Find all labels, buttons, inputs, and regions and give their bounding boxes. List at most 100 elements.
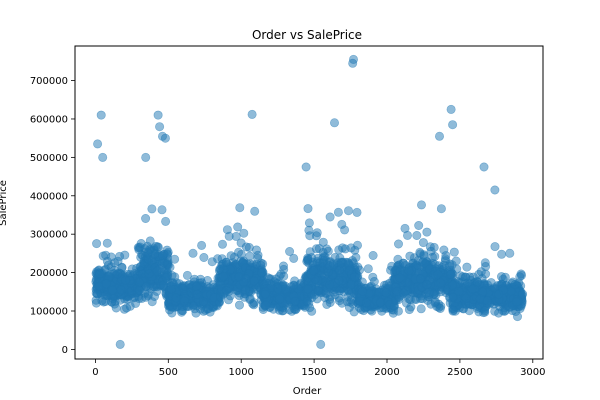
data-point	[416, 200, 426, 210]
data-point	[344, 302, 354, 312]
data-point	[461, 293, 471, 303]
y-tick-label: 200000	[30, 268, 68, 279]
data-point	[219, 271, 229, 281]
data-point	[422, 227, 432, 237]
data-point	[343, 206, 353, 216]
data-point	[117, 262, 127, 272]
data-point	[401, 298, 411, 308]
data-point	[303, 284, 313, 294]
data-point	[351, 253, 361, 263]
data-point	[418, 238, 428, 248]
data-point	[512, 312, 522, 322]
data-point	[188, 248, 198, 258]
x-tick-label: 2500	[447, 367, 472, 378]
data-point	[434, 131, 444, 141]
x-tick-label: 0	[92, 367, 98, 378]
data-point	[512, 297, 522, 307]
data-point	[416, 294, 426, 304]
data-point	[165, 262, 175, 272]
data-point	[218, 239, 228, 249]
data-point	[235, 203, 245, 213]
data-point	[348, 54, 358, 64]
data-point	[101, 250, 111, 260]
data-point	[451, 256, 461, 266]
data-point	[247, 109, 257, 119]
data-point	[325, 280, 335, 290]
data-point	[452, 264, 462, 274]
data-point	[311, 231, 321, 241]
data-point	[278, 261, 288, 271]
data-point	[362, 298, 372, 308]
data-point	[241, 285, 251, 295]
data-point	[161, 216, 171, 226]
data-point	[328, 259, 338, 269]
data-point	[329, 118, 339, 128]
data-point	[199, 253, 209, 263]
data-point	[233, 222, 243, 232]
data-point	[171, 293, 181, 303]
plot-frame	[74, 45, 544, 360]
data-point	[134, 285, 144, 295]
data-point	[102, 238, 112, 248]
data-point	[505, 248, 515, 258]
data-point	[473, 277, 483, 287]
y-tick-label: 500000	[30, 153, 68, 164]
data-point	[155, 122, 165, 132]
data-point	[108, 285, 118, 295]
data-point	[325, 212, 335, 222]
data-point	[322, 299, 332, 309]
data-point	[424, 287, 434, 297]
data-point	[435, 303, 445, 313]
data-point	[494, 289, 504, 299]
y-axis-ticks: 0 100000 200000 300000 400000 500000 600000 700…	[30, 76, 75, 356]
data-point	[322, 244, 332, 254]
data-point	[239, 228, 249, 238]
data-point	[235, 300, 245, 310]
y-tick-label: 0	[62, 345, 68, 356]
y-axis-label: SalePrice	[0, 180, 9, 226]
data-point	[290, 296, 300, 306]
data-point	[92, 239, 102, 249]
data-point	[192, 282, 202, 292]
data-point	[249, 276, 259, 286]
data-point	[436, 204, 446, 214]
data-point	[490, 306, 500, 316]
data-point	[399, 288, 409, 298]
data-point	[245, 251, 255, 261]
data-point	[352, 207, 362, 217]
data-point	[143, 248, 153, 258]
x-tick-label: 500	[159, 367, 178, 378]
data-point	[482, 296, 492, 306]
data-point	[95, 269, 105, 279]
data-point	[515, 272, 525, 282]
data-point	[480, 306, 490, 316]
data-point	[199, 297, 209, 307]
data-point	[125, 301, 135, 311]
data-point	[363, 264, 373, 274]
data-point	[446, 104, 456, 114]
data-point	[239, 277, 249, 287]
data-point	[344, 266, 354, 276]
data-point	[449, 247, 459, 257]
data-point	[274, 294, 284, 304]
data-point	[141, 214, 151, 224]
data-point	[462, 262, 472, 272]
data-point	[103, 260, 113, 270]
data-point	[429, 242, 439, 252]
data-point	[273, 284, 283, 294]
data-point	[439, 260, 449, 270]
data-point	[277, 306, 287, 316]
data-point	[136, 239, 146, 249]
x-tick-label: 2000	[374, 367, 399, 378]
data-point	[312, 256, 322, 266]
data-point	[415, 274, 425, 284]
y-tick-label: 100000	[30, 306, 68, 317]
data-point	[430, 252, 440, 262]
data-point	[145, 236, 155, 246]
data-point	[412, 231, 422, 241]
data-point	[307, 306, 317, 316]
data-point	[147, 204, 157, 214]
data-point	[221, 286, 231, 296]
data-point	[116, 285, 126, 295]
data-point	[182, 270, 192, 280]
